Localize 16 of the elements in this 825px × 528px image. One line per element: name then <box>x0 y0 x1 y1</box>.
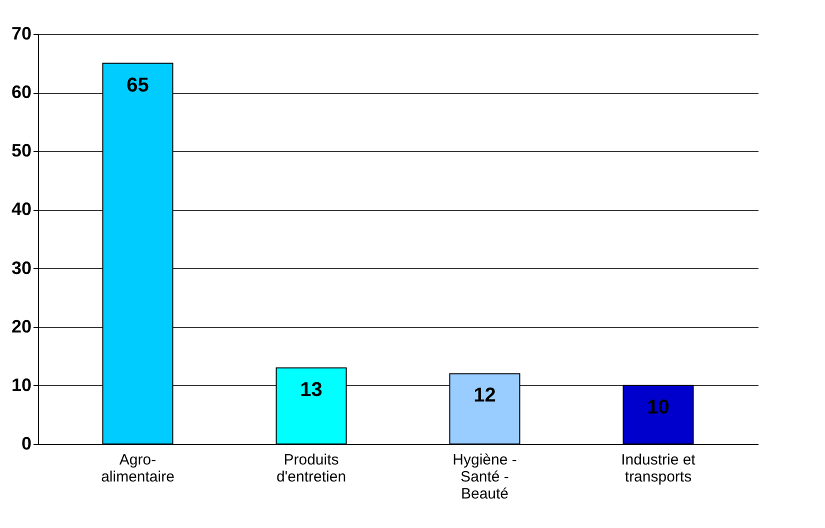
data-label: 10 <box>647 396 670 418</box>
y-tick-label: 70 <box>11 24 32 44</box>
y-tick-label: 0 <box>21 434 32 454</box>
y-tick-label: 30 <box>11 258 32 278</box>
y-tick-label: 10 <box>11 374 32 395</box>
y-tick-label: 20 <box>11 316 32 336</box>
x-tick-label: Hygiène - Santé - Beauté <box>452 452 517 502</box>
x-tick-label: Produits d'entretien <box>276 452 346 486</box>
data-label: 13 <box>300 378 322 401</box>
y-tick-label: 40 <box>11 199 32 220</box>
y-tick-label: 50 <box>11 140 32 161</box>
data-label: 65 <box>126 74 149 96</box>
x-tick-label: Industrie et transports <box>621 452 696 486</box>
x-tick-label: Agro-alimentaire <box>101 452 174 486</box>
data-label: 12 <box>474 384 496 407</box>
y-tick-label: 60 <box>11 82 32 102</box>
